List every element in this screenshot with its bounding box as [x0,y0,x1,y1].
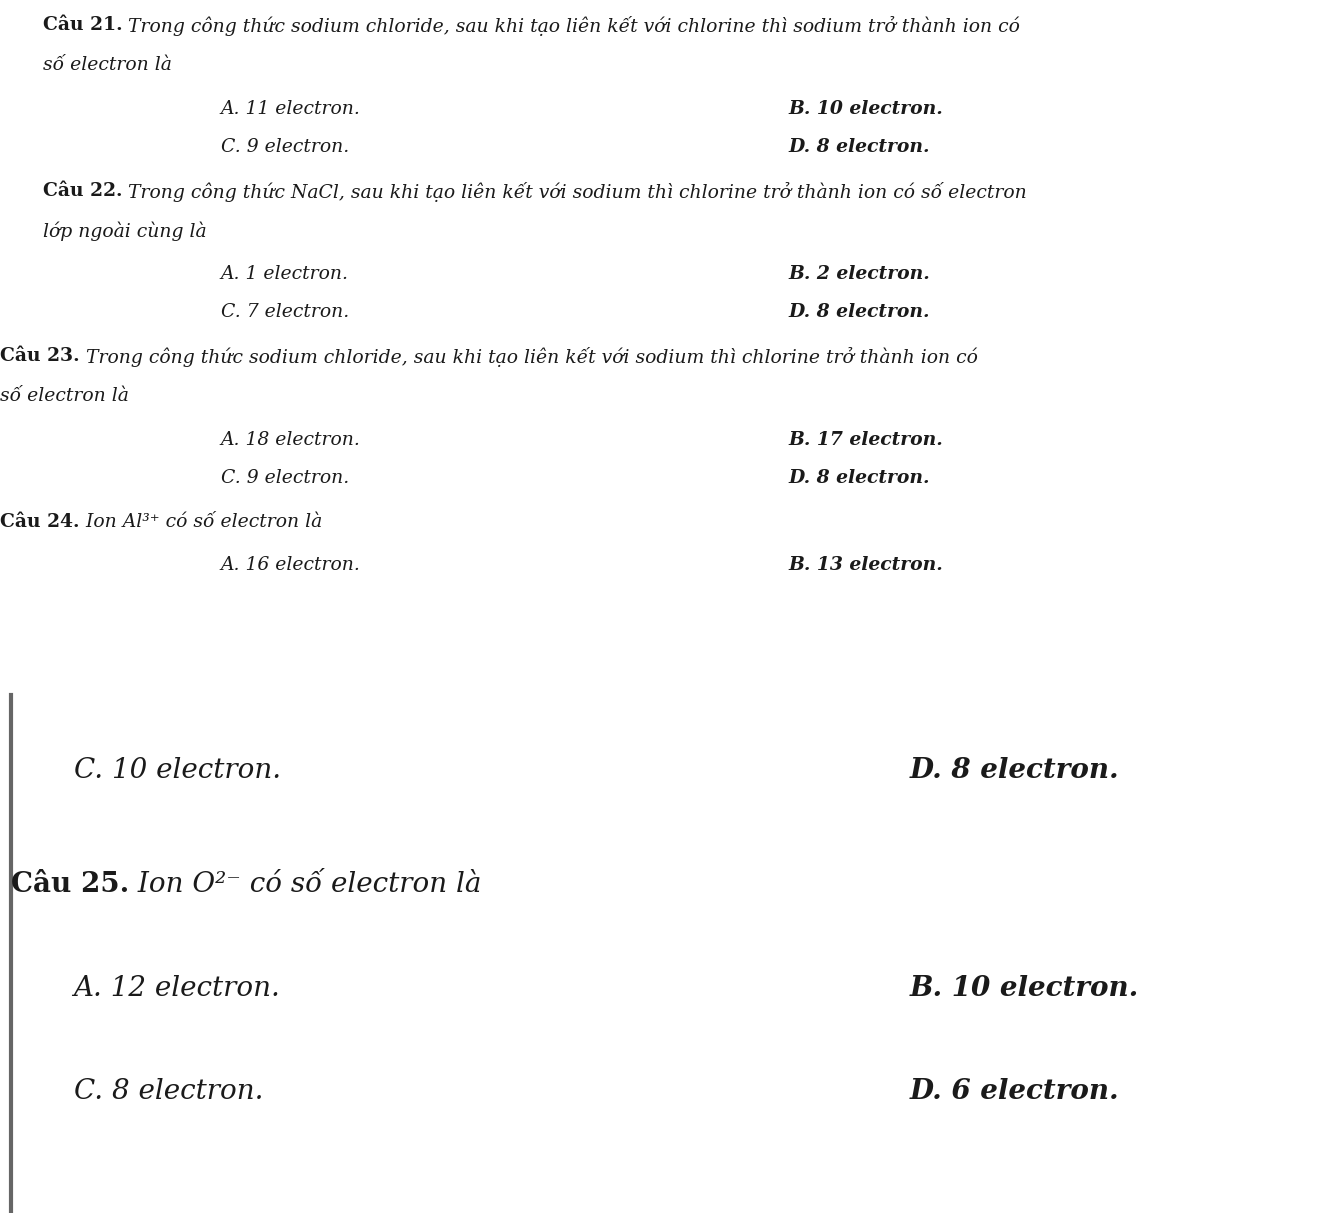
Text: D. 8 electron.: D. 8 electron. [789,468,931,486]
Text: D. 8 electron.: D. 8 electron. [789,137,931,155]
Text: Trong công thức NaCl, sau khi tạo liên kết với sodium thì chlorine trở thành ion: Trong công thức NaCl, sau khi tạo liên k… [122,182,1027,201]
Text: số electron là: số electron là [0,387,128,405]
Text: Câu 21.: Câu 21. [43,16,123,34]
Text: A. 11 electron.: A. 11 electron. [221,99,361,118]
Text: lớp ngoài cùng là: lớp ngoài cùng là [43,222,206,241]
Text: B. 2 electron.: B. 2 electron. [789,266,931,284]
Text: D. 8 electron.: D. 8 electron. [909,757,1119,784]
Text: Trong công thức sodium chloride, sau khi tạo liên kết với sodium thì chlorine tr: Trong công thức sodium chloride, sau khi… [80,347,977,368]
Text: Câu 22.: Câu 22. [43,182,122,200]
Text: Ion Al³⁺ có số electron là: Ion Al³⁺ có số electron là [79,513,322,530]
Text: A. 1 electron.: A. 1 electron. [221,266,349,284]
Text: C. 7 electron.: C. 7 electron. [221,303,349,321]
Text: D. 8 electron.: D. 8 electron. [789,303,931,321]
Text: A. 18 electron.: A. 18 electron. [221,431,361,449]
Text: D. 6 electron.: D. 6 electron. [909,1078,1119,1105]
Text: C. 10 electron.: C. 10 electron. [74,757,281,784]
Text: Câu 23.: Câu 23. [0,347,80,365]
Text: Câu 24.: Câu 24. [0,513,79,530]
Text: Trong công thức sodium chloride, sau khi tạo liên kết với chlorine thì sodium tr: Trong công thức sodium chloride, sau khi… [123,16,1020,36]
Text: B. 10 electron.: B. 10 electron. [909,975,1138,1002]
Text: C. 9 electron.: C. 9 electron. [221,137,349,155]
Text: C. 8 electron.: C. 8 electron. [74,1078,263,1105]
Text: B. 13 electron.: B. 13 electron. [789,556,944,574]
Text: A. 12 electron.: A. 12 electron. [74,975,281,1002]
Text: C. 9 electron.: C. 9 electron. [221,468,349,486]
Text: B. 17 electron.: B. 17 electron. [789,431,944,449]
Text: Câu 25.: Câu 25. [11,871,128,898]
Text: A. 16 electron.: A. 16 electron. [221,556,361,574]
Text: B. 10 electron.: B. 10 electron. [789,99,944,118]
Text: số electron là: số electron là [43,57,171,74]
Text: Ion O²⁻ có số electron là: Ion O²⁻ có số electron là [128,871,481,898]
